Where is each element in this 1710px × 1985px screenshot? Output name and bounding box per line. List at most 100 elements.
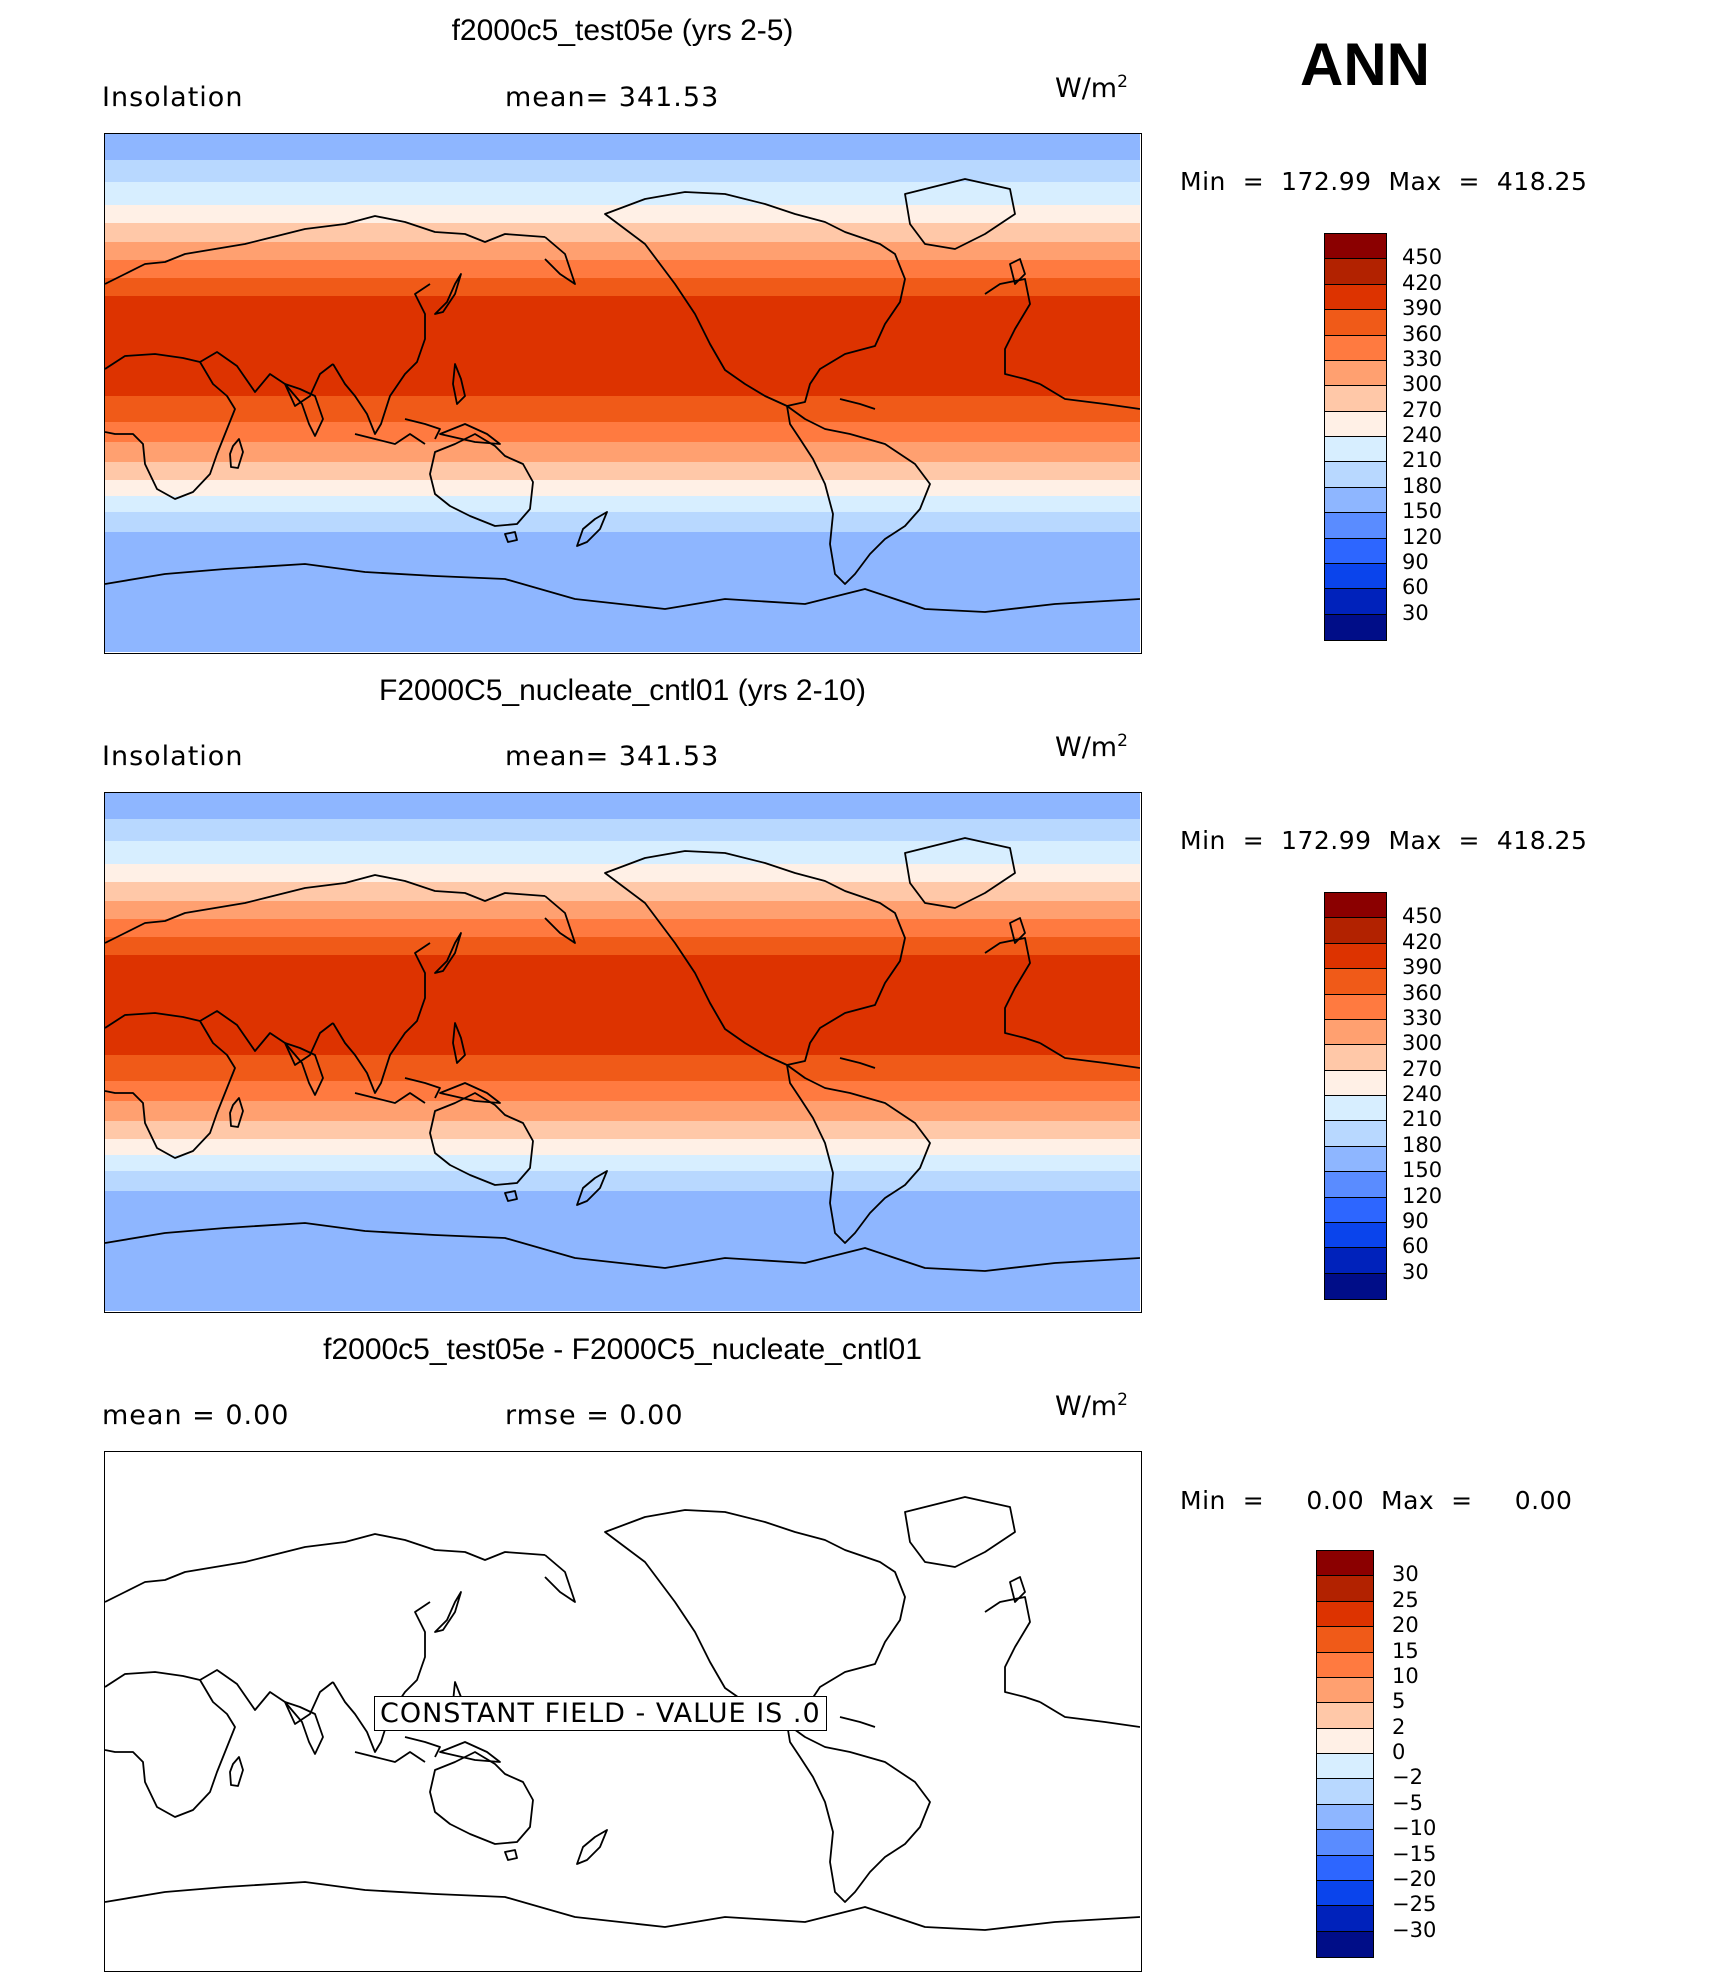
insolation-band: [105, 1055, 1140, 1082]
insolation-band: [105, 223, 1140, 243]
coastline: [105, 1222, 1140, 1272]
panel-3-map: CONSTANT FIELD - VALUE IS .0: [104, 1451, 1142, 1972]
colorbar-swatch: [1325, 1222, 1386, 1249]
panel-1-map: [104, 133, 1142, 654]
colorbar-tick-label: 30: [1402, 600, 1429, 625]
panel-2-bands-svg: [105, 793, 1140, 1311]
colorbar-swatch: [1325, 589, 1386, 615]
colorbar-tick-label: −10: [1392, 1816, 1437, 1841]
coastline: [576, 1829, 608, 1865]
insolation-band: [105, 462, 1140, 481]
coastline: [786, 1723, 931, 1903]
coastline: [904, 837, 1016, 909]
colorbar-tick-label: 25: [1392, 1587, 1419, 1612]
colorbar-tick-label: −2: [1392, 1765, 1423, 1790]
colorbar-swatch: [1317, 1677, 1373, 1704]
colorbar-swatch: [1325, 1045, 1386, 1071]
colorbar-swatch: [1325, 1248, 1386, 1274]
panel-3-minmax: Min = 0.00 Max = 0.00: [1180, 1486, 1573, 1515]
panel-2-mean-label: mean= 341.53: [505, 741, 720, 772]
coastline: [1039, 1701, 1140, 1728]
coastline: [434, 1591, 462, 1633]
panel-2-coastlines: [105, 837, 1140, 1272]
coastline: [199, 1010, 334, 1066]
coastline: [1009, 917, 1026, 944]
colorbar-swatch: [1325, 563, 1386, 590]
colorbar-swatch: [1325, 614, 1386, 640]
colorbar-swatch: [1317, 1931, 1373, 1957]
panel-3-units: W/m2: [1055, 1390, 1128, 1422]
colorbar-swatch: [1325, 918, 1386, 944]
colorbar-swatch: [1317, 1576, 1373, 1602]
colorbar-swatch: [1325, 1019, 1386, 1046]
coastline: [786, 405, 931, 585]
coastline: [105, 874, 546, 944]
coastline: [1009, 258, 1026, 285]
colorbar-swatch: [1325, 513, 1386, 539]
panel-2-minmax: Min = 172.99 Max = 418.25: [1180, 826, 1588, 855]
coastline: [604, 1509, 906, 1725]
insolation-band: [105, 242, 1140, 261]
coastline: [105, 215, 546, 285]
coastline: [452, 363, 466, 405]
panel-2-colorbar-ticks: 450 420 390 360 330 300 270 240 210 180 150 120 90 60…: [1402, 892, 1482, 1300]
colorbar-swatch: [1325, 1096, 1386, 1122]
coastline: [439, 1082, 501, 1104]
panel-3-rmse-label: rmse = 0.00: [505, 1400, 684, 1431]
coastline: [544, 1554, 576, 1603]
coastline: [404, 418, 441, 440]
insolation-band: [105, 1101, 1140, 1122]
coastline: [105, 1671, 236, 1818]
panel-1-colorbar-ticks: 450 420 390 360 330 300 270 240 210 180 150 120 90 60…: [1402, 233, 1482, 641]
colorbar-tick-label: 390: [1402, 955, 1443, 980]
coastline: [229, 1756, 244, 1787]
coastline: [404, 1077, 441, 1099]
insolation-band: [105, 841, 1140, 865]
colorbar-swatch: [1325, 1070, 1386, 1096]
colorbar-swatch: [1325, 538, 1386, 564]
panel-1-units: W/m2: [1055, 72, 1128, 104]
coastline: [904, 1496, 1016, 1568]
colorbar-tick-label: 270: [1402, 1056, 1443, 1081]
coastline: [434, 273, 462, 315]
coastline: [544, 236, 576, 285]
coastline: [354, 433, 426, 445]
colorbar-tick-label: 150: [1402, 1158, 1443, 1183]
colorbar-swatch: [1325, 1121, 1386, 1147]
coastline: [105, 1533, 546, 1603]
insolation-band: [105, 496, 1140, 513]
colorbar-tick-label: 15: [1392, 1638, 1419, 1663]
coastline: [284, 383, 324, 437]
colorbar-tick-label: 30: [1402, 1259, 1429, 1284]
coastline: [839, 398, 876, 410]
colorbar-tick-label: 240: [1402, 423, 1443, 447]
panel-1-insolation-bands: [105, 134, 1140, 652]
panel-1-minmax: Min = 172.99 Max = 418.25: [1180, 167, 1588, 196]
colorbar-tick-label: 120: [1402, 1183, 1443, 1208]
insolation-band: [105, 937, 1140, 956]
colorbar-swatch: [1317, 1627, 1373, 1653]
colorbar-swatch: [1317, 1880, 1373, 1907]
panel-2-title: F2000C5_nucleate_cntl01 (yrs 2-10): [379, 674, 866, 707]
colorbar-tick-label: 360: [1402, 321, 1443, 346]
panel-3-colorbar: [1316, 1550, 1374, 1958]
colorbar-tick-label: 210: [1402, 448, 1443, 473]
coastline: [604, 191, 906, 407]
coastline: [1039, 383, 1140, 410]
insolation-band: [105, 160, 1140, 183]
colorbar-tick-label: −20: [1392, 1866, 1437, 1891]
colorbar-tick-label: −15: [1392, 1841, 1437, 1866]
coastline: [544, 895, 576, 944]
coastline: [439, 1741, 501, 1763]
insolation-band: [105, 1191, 1140, 1311]
colorbar-tick-label: 30: [1392, 1562, 1419, 1587]
colorbar-tick-label: 180: [1402, 1132, 1443, 1157]
insolation-band: [105, 532, 1140, 652]
insolation-band: [105, 260, 1140, 279]
coastline: [576, 1170, 608, 1206]
coastline: [229, 438, 244, 469]
coastline: [105, 1012, 236, 1159]
coastline: [984, 278, 1041, 385]
colorbar-tick-label: 10: [1392, 1663, 1419, 1688]
coastline: [354, 1751, 426, 1763]
